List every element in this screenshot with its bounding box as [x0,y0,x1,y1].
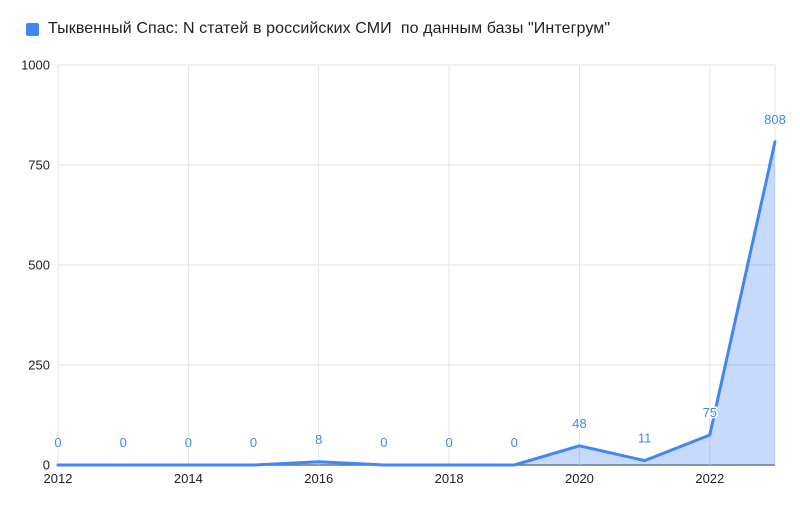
data-point-label: 75 [703,405,717,420]
data-point-label: 48 [572,416,586,431]
series-area-fill [58,141,775,466]
data-point-label: 0 [250,435,257,450]
series-line [56,140,777,467]
data-point-label: 11 [638,431,652,446]
data-point-label: 808 [764,112,786,127]
data-point-label: 0 [511,435,518,450]
y-axis-tick-label: 1000 [21,58,50,73]
y-axis-tick-label: 250 [28,358,50,373]
y-axis-tick-label: 500 [28,258,50,273]
legend-series-label: Тыквенный Спас: N статей в российских СМ… [48,20,611,37]
data-point-label: 8 [315,432,322,447]
y-axis-labels: 0 250 500 750 1000 [21,58,50,473]
data-point-label: 0 [54,435,61,450]
data-point-label: 0 [445,435,452,450]
legend-swatch-icon [26,22,39,36]
y-axis-tick-label: 0 [43,458,50,473]
data-point-label: 0 [185,435,192,450]
x-axis-tick-label: 2014 [174,471,203,486]
data-point-label: 0 [120,435,127,450]
vertical-gridlines [57,65,776,465]
x-axis-tick-label: 2022 [695,471,724,486]
x-axis-tick-label: 2016 [304,471,333,486]
y-axis-tick-label: 750 [28,158,50,173]
horizontal-gridlines [58,64,775,466]
x-axis-tick-label: 2018 [435,471,464,486]
x-axis-labels: 2012 2014 2016 2018 2020 2022 [44,471,725,486]
x-axis-tick-label: 2012 [44,471,73,486]
data-labels: 0 0 0 0 8 0 0 0 48 11 75 808 [53,110,787,451]
legend[interactable]: Тыквенный Спас: N статей в российских СМ… [26,20,610,38]
data-point-label: 0 [380,435,387,450]
x-axis-tick-label: 2020 [565,471,594,486]
